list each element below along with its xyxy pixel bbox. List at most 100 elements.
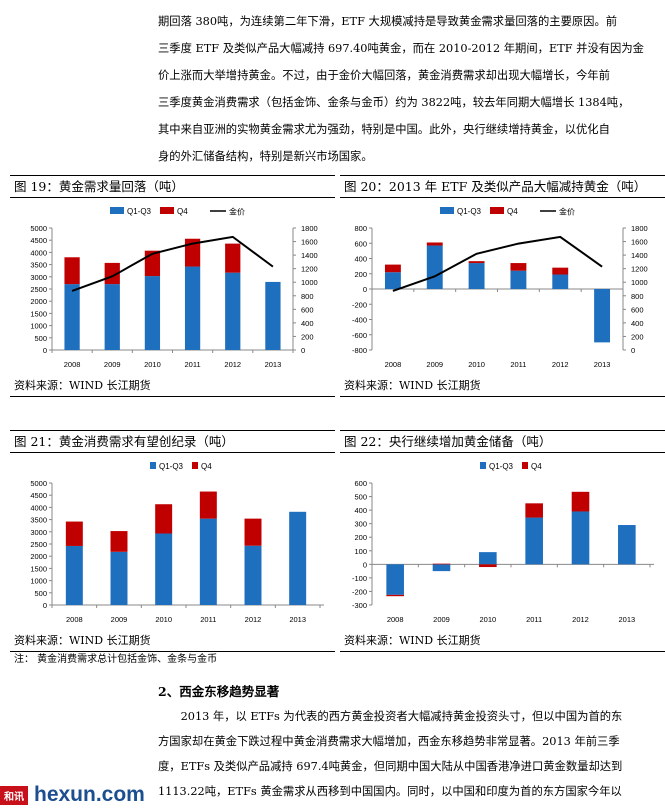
- bar-q4-2011: [510, 263, 527, 271]
- figure-22: 图 22：央行继续增加黄金储备（吨） Q1-Q3 Q4 -300 -200 -100 0 1…: [340, 430, 665, 652]
- y2-tick-label: 400: [631, 319, 644, 328]
- bar-q1-q3-2011: [525, 517, 543, 565]
- bar-q1-q3-2011: [199, 518, 217, 605]
- legend-swatch: [192, 462, 198, 469]
- text-line: 其中来自亚洲的实物黄金需求尤为强劲，特别是中国。此外，央行继续增持黄金，以优化自: [158, 123, 610, 136]
- y-tick-label: 400: [354, 506, 367, 515]
- bar-q4-2009: [110, 531, 128, 552]
- bar-q1-q3-2010: [479, 552, 497, 565]
- x-tick-label: 2011: [526, 615, 542, 624]
- bar-q4-2008: [386, 594, 404, 597]
- x-tick-label: 2008: [64, 360, 81, 369]
- legend-label: Q1-Q3: [127, 207, 152, 216]
- x-tick-label: 2012: [552, 360, 569, 369]
- bar-q4-2012: [571, 491, 590, 512]
- text-line: 期回落 380吨，为连续第二年下滑，ETF 大规模减持是导致黄金需求量回落的主要…: [158, 15, 618, 28]
- bar-q1-q3-2011: [510, 270, 527, 289]
- bar-q4-2008: [384, 264, 401, 273]
- bar-q4-2008: [65, 521, 83, 546]
- x-tick-label: 2008: [385, 360, 402, 369]
- bar-q1-q3-2008: [64, 284, 80, 350]
- figure-source: 资料来源：WIND 长江期货: [340, 376, 665, 397]
- x-tick-label: 2010: [479, 615, 496, 624]
- y2-tick-label: 1800: [631, 224, 648, 233]
- y-tick-label: 600: [354, 239, 367, 248]
- x-tick-label: 2013: [289, 615, 306, 624]
- legend-label: Q4: [507, 207, 518, 216]
- y-tick-label: 0: [43, 601, 47, 610]
- x-tick-label: 2011: [510, 360, 526, 369]
- y2-tick-label: 1600: [631, 238, 648, 247]
- y2-tick-label: 1600: [301, 238, 318, 247]
- y2-tick-label: 0: [301, 346, 305, 355]
- y-tick-label: 500: [354, 493, 367, 502]
- y-tick-label: 3000: [30, 528, 47, 537]
- x-tick-label: 2009: [104, 360, 121, 369]
- bar-q4-2011: [199, 491, 217, 519]
- chart-figure-21: Q1-Q3 Q4 0 500 1000 1500 2000 2500 3000 3500 4000 4…: [30, 462, 324, 624]
- y-tick-label: 4500: [30, 236, 47, 245]
- text-line: 1113.22吨，ETFs 黄金需求从西移到中国国内。同时，以中国和印度为首的东…: [158, 785, 622, 798]
- figure-20: 图 20：2013 年 ETF 及类似产品大幅减持黄金（吨） Q1-Q3 Q4 金价…: [340, 175, 665, 397]
- y-tick-label: 200: [354, 533, 367, 542]
- legend-label: 金价: [229, 207, 245, 217]
- y-tick-label: 3500: [30, 516, 47, 525]
- legend-label: Q1-Q3: [489, 462, 514, 471]
- x-tick-label: 2013: [618, 615, 635, 624]
- y2-tick-label: 1000: [301, 278, 318, 287]
- bar-q4-2010: [155, 504, 173, 534]
- text-line: 三季度 ETF 及类似产品大幅减持 697.40吨黄金，而在 2010-2012…: [158, 42, 644, 55]
- text-line: 方国家却在黄金下跌过程中黄金消费需求大幅增加，西金东移趋势非常显著。2013 年…: [158, 735, 620, 748]
- figure-source: 资料来源：WIND 长江期货: [10, 376, 335, 397]
- y-tick-label: 4000: [30, 248, 47, 257]
- y2-tick-label: 0: [631, 346, 635, 355]
- y2-tick-label: 1200: [301, 265, 318, 274]
- figure-source: 资料来源：WIND 长江期货: [10, 631, 335, 652]
- legend-label: Q4: [531, 462, 542, 471]
- legend-swatch: [110, 207, 124, 214]
- y-tick-label: 5000: [30, 224, 47, 233]
- legend-label: Q4: [177, 207, 188, 216]
- y2-tick-label: 600: [631, 305, 644, 314]
- y-tick-label: 3500: [30, 261, 47, 270]
- legend-label: 金价: [559, 207, 575, 217]
- bar-q1-q3-2012: [244, 545, 262, 605]
- y2-tick-label: 1000: [631, 278, 648, 287]
- text-line: 身的外汇储备结构，特别是新兴市场国家。: [158, 150, 373, 163]
- bar-q1-q3-2008: [384, 272, 401, 289]
- legend-swatch: [440, 207, 454, 214]
- y2-tick-label: 400: [301, 319, 314, 328]
- figure-19: 图 19：黄金需求量回落（吨） Q1-Q3 Q4 金价 0 500 1000 1500 200…: [10, 175, 335, 397]
- y-tick-label: -800: [352, 346, 367, 355]
- text-line: 度，ETFs 及类似产品减持 697.4吨黄金，但同期中国大陆从中国香港净进口黄…: [158, 760, 623, 773]
- text-line: 三季度黄金消费需求（包括金饰、金条与金币）约为 3822吨，较去年同期大幅增长 …: [158, 96, 630, 109]
- y2-tick-label: 1800: [301, 224, 318, 233]
- y2-tick-label: 800: [631, 292, 644, 301]
- watermark-site: hexun.com: [34, 783, 145, 806]
- bar-q1-q3-2013: [594, 289, 611, 343]
- y2-tick-label: 1400: [301, 251, 318, 260]
- y2-tick-label: 1200: [631, 265, 648, 274]
- legend-swatch: [150, 462, 156, 469]
- chart-figure-22: Q1-Q3 Q4 -300 -200 -100 0 100 200 300 400 500 600 20…: [352, 462, 654, 624]
- y-tick-label: -200: [352, 587, 367, 596]
- bar-q1-q3-2008: [386, 564, 404, 595]
- bar-q1-q3-2012: [552, 274, 569, 289]
- chart-figure-19: Q1-Q3 Q4 金价0500100015002000250030003500400…: [30, 207, 318, 370]
- legend-swatch: [490, 207, 504, 214]
- figure-title: 图 19：黄金需求量回落（吨）: [10, 176, 335, 198]
- y2-tick-label: 200: [631, 332, 644, 341]
- bar-q1-q3-2013: [265, 281, 281, 350]
- y-tick-label: 500: [34, 334, 47, 343]
- bar-q4-2010: [479, 564, 497, 568]
- x-tick-label: 2009: [433, 615, 450, 624]
- bar-q4-2011: [525, 503, 543, 518]
- gold-price-line: [71, 235, 274, 292]
- y-tick-label: 1500: [30, 309, 47, 318]
- chart-figure-20: Q1-Q3 Q4 金价 -800 -600 -400 -200 0 200 400 600 800 0 2…: [352, 207, 648, 370]
- y-tick-label: 5000: [30, 479, 47, 488]
- x-tick-label: 2013: [594, 360, 611, 369]
- legend-swatch: [160, 207, 174, 214]
- gold-price-line: [392, 235, 603, 292]
- bar-q4-2012: [244, 518, 262, 546]
